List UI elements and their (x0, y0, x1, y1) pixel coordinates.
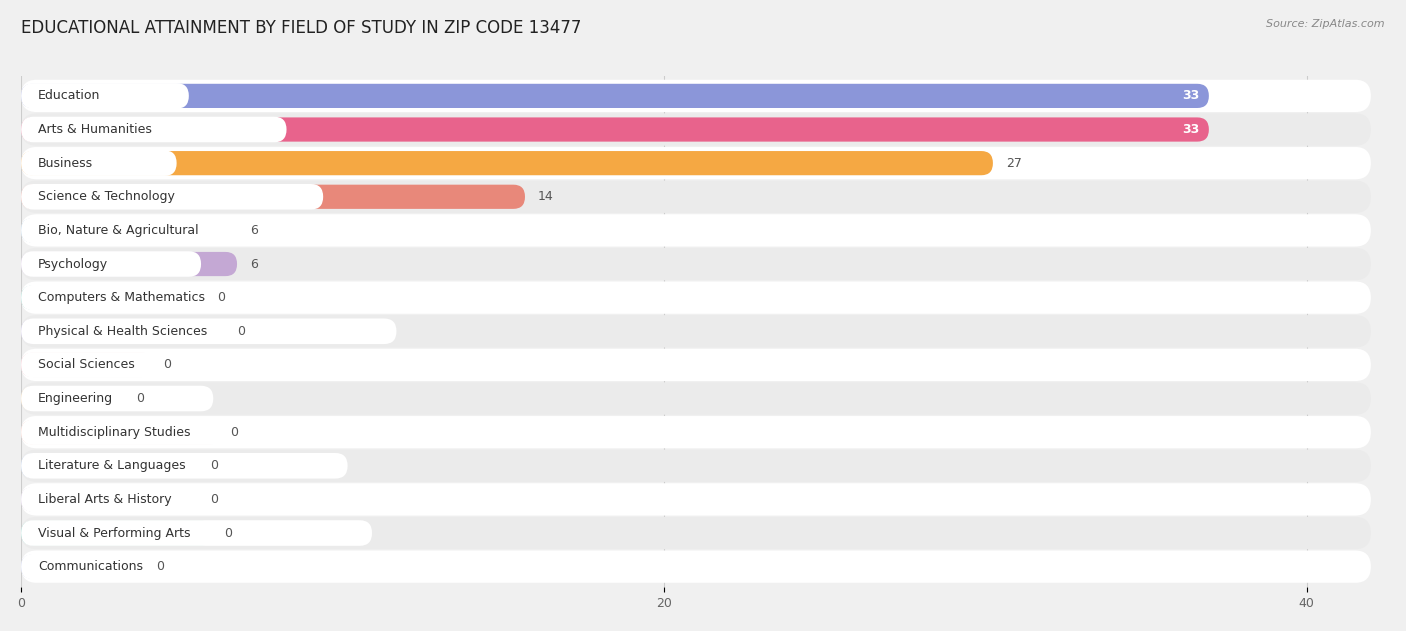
Text: Education: Education (38, 90, 100, 102)
FancyBboxPatch shape (21, 420, 221, 444)
Text: Source: ZipAtlas.com: Source: ZipAtlas.com (1267, 19, 1385, 29)
Text: Psychology: Psychology (38, 257, 108, 271)
FancyBboxPatch shape (21, 483, 1371, 516)
Text: 33: 33 (1182, 123, 1199, 136)
FancyBboxPatch shape (21, 218, 396, 243)
Text: Bio, Nature & Agricultural: Bio, Nature & Agricultural (38, 224, 198, 237)
FancyBboxPatch shape (21, 420, 384, 445)
FancyBboxPatch shape (21, 285, 360, 310)
FancyBboxPatch shape (21, 487, 201, 512)
Text: 0: 0 (163, 358, 172, 372)
FancyBboxPatch shape (21, 416, 1371, 448)
FancyBboxPatch shape (21, 114, 1371, 146)
FancyBboxPatch shape (21, 386, 214, 411)
Text: 6: 6 (250, 224, 257, 237)
Text: 6: 6 (250, 257, 257, 271)
Text: 0: 0 (231, 426, 239, 439)
FancyBboxPatch shape (21, 550, 1371, 583)
FancyBboxPatch shape (21, 554, 250, 579)
FancyBboxPatch shape (21, 185, 524, 209)
FancyBboxPatch shape (21, 353, 153, 377)
FancyBboxPatch shape (21, 117, 287, 143)
Text: Social Sciences: Social Sciences (38, 358, 135, 372)
FancyBboxPatch shape (21, 248, 1371, 280)
FancyBboxPatch shape (21, 382, 1371, 415)
FancyBboxPatch shape (21, 251, 201, 277)
FancyBboxPatch shape (21, 215, 1371, 247)
Text: Business: Business (38, 156, 93, 170)
FancyBboxPatch shape (21, 517, 1371, 549)
FancyBboxPatch shape (21, 349, 1371, 381)
Text: 0: 0 (156, 560, 165, 573)
Text: Literature & Languages: Literature & Languages (38, 459, 186, 472)
Text: Engineering: Engineering (38, 392, 114, 405)
Text: Computers & Mathematics: Computers & Mathematics (38, 291, 205, 304)
Text: Arts & Humanities: Arts & Humanities (38, 123, 152, 136)
FancyBboxPatch shape (21, 487, 347, 512)
FancyBboxPatch shape (21, 84, 1209, 108)
FancyBboxPatch shape (21, 180, 1371, 213)
Text: Communications: Communications (38, 560, 143, 573)
FancyBboxPatch shape (21, 450, 1371, 482)
FancyBboxPatch shape (21, 315, 1371, 348)
FancyBboxPatch shape (21, 184, 323, 209)
FancyBboxPatch shape (21, 80, 1371, 112)
FancyBboxPatch shape (21, 520, 373, 546)
FancyBboxPatch shape (21, 83, 188, 109)
Text: Physical & Health Sciences: Physical & Health Sciences (38, 325, 207, 338)
Text: 0: 0 (238, 325, 245, 338)
FancyBboxPatch shape (21, 286, 208, 310)
Text: 27: 27 (1005, 156, 1022, 170)
Text: 0: 0 (211, 493, 218, 506)
Text: Liberal Arts & History: Liberal Arts & History (38, 493, 172, 506)
FancyBboxPatch shape (21, 555, 148, 579)
FancyBboxPatch shape (21, 252, 238, 276)
Text: 0: 0 (136, 392, 145, 405)
Text: 14: 14 (538, 191, 554, 203)
FancyBboxPatch shape (21, 151, 993, 175)
FancyBboxPatch shape (21, 352, 262, 378)
FancyBboxPatch shape (21, 521, 214, 545)
FancyBboxPatch shape (21, 147, 1371, 179)
Text: Visual & Performing Arts: Visual & Performing Arts (38, 526, 191, 540)
Text: 0: 0 (224, 526, 232, 540)
FancyBboxPatch shape (21, 150, 177, 176)
FancyBboxPatch shape (21, 319, 396, 344)
Text: EDUCATIONAL ATTAINMENT BY FIELD OF STUDY IN ZIP CODE 13477: EDUCATIONAL ATTAINMENT BY FIELD OF STUDY… (21, 19, 582, 37)
Text: 33: 33 (1182, 90, 1199, 102)
FancyBboxPatch shape (21, 319, 228, 343)
Text: 0: 0 (211, 459, 218, 472)
FancyBboxPatch shape (21, 218, 238, 242)
FancyBboxPatch shape (21, 386, 127, 411)
FancyBboxPatch shape (21, 117, 1209, 141)
FancyBboxPatch shape (21, 281, 1371, 314)
FancyBboxPatch shape (21, 454, 201, 478)
Text: Science & Technology: Science & Technology (38, 191, 174, 203)
Text: Multidisciplinary Studies: Multidisciplinary Studies (38, 426, 191, 439)
Text: 0: 0 (217, 291, 225, 304)
FancyBboxPatch shape (21, 453, 347, 478)
